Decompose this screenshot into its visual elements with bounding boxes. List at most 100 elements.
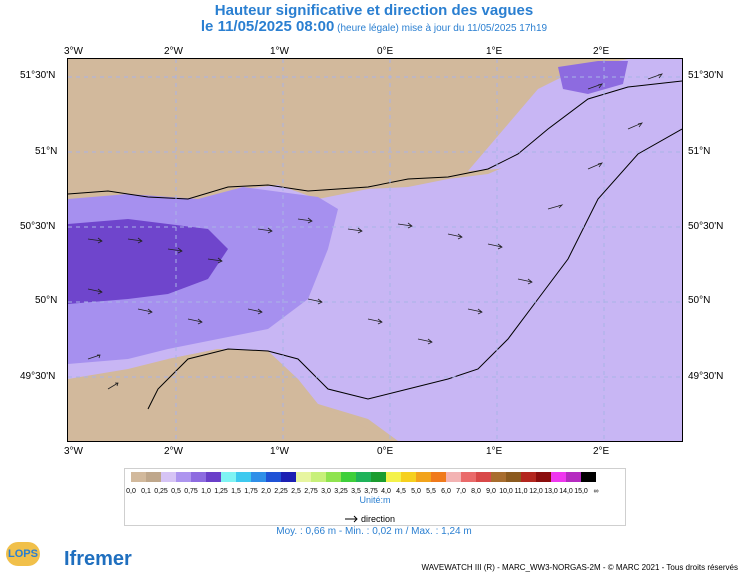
wave-arrow [257, 227, 273, 234]
legend-swatch [266, 472, 281, 482]
legend-direction: direction [361, 514, 395, 524]
legend-tick-label: 6,0 [441, 488, 451, 495]
legend-tick-label: 9,0 [486, 488, 496, 495]
wave-arrow [517, 278, 533, 285]
legend-swatch [191, 472, 206, 482]
legend-tick-label: 1,0 [201, 488, 211, 495]
wave-arrow [467, 308, 483, 315]
wave-arrow [587, 83, 603, 90]
wave-arrow [487, 243, 503, 250]
direction-arrows [87, 73, 663, 390]
legend-swatch [161, 472, 176, 482]
legend-swatch [221, 472, 236, 482]
legend-swatch [236, 472, 251, 482]
sea-area [558, 61, 628, 94]
wave-arrow [247, 308, 263, 315]
top-lon-label: 2°E [593, 46, 610, 57]
legend-tick-label: 4,5 [396, 488, 406, 495]
legend-tick-label: 15,0 [574, 488, 588, 495]
legend-tick-label: 10,0 [499, 488, 513, 495]
map-subtitle: le 11/05/2025 08:00 (heure légale) mise … [0, 18, 748, 35]
wave-arrow [167, 247, 183, 254]
legend-tick-label: ∞ [594, 488, 599, 495]
bottom-lon-label: 2°E [593, 446, 610, 457]
wave-arrow [127, 237, 143, 244]
graticule [68, 59, 682, 441]
bottom-lon-label: 3°W [64, 446, 83, 457]
legend-swatch [146, 472, 161, 482]
legend-swatch [461, 472, 476, 482]
wave-arrow [547, 204, 564, 210]
legend-unit: Unité:m [359, 495, 390, 505]
legend-scale: 0,0 0,1 0,25 0,5 0,75 1,0 1,25 1,5 1,75 2,0 2,25 2,… [126, 472, 599, 524]
legend-swatch [371, 472, 386, 482]
wave-arrow [87, 237, 103, 244]
legend-swatch [296, 472, 311, 482]
top-lon-label: 3°W [64, 46, 83, 57]
legend-swatch [386, 472, 401, 482]
legend-swatch [416, 472, 431, 482]
wave-arrow [587, 162, 603, 170]
legend-tick-label: 0,1 [141, 488, 151, 495]
legend-tick-label: 2,5 [291, 488, 301, 495]
bottom-lon-label: 0°E [377, 446, 394, 457]
legend-swatch [551, 472, 566, 482]
legend-tick-label: 7,0 [456, 488, 466, 495]
bottom-lon-label: 1°W [270, 446, 289, 457]
legend-swatch [326, 472, 341, 482]
coastline [147, 128, 682, 410]
legend-tick-label: 3,25 [334, 488, 348, 495]
sea-area [68, 89, 682, 441]
wave-arrow [297, 217, 313, 224]
right-lat-label: 49°30'N [688, 371, 724, 382]
ifremer-logo: Ifremer [64, 548, 132, 570]
coastline [68, 80, 682, 200]
left-lat-label: 50°N [35, 295, 58, 306]
update-note: (heure légale) mise à jour du 11/05/2025… [334, 23, 548, 34]
bottom-lon-label: 2°W [164, 446, 183, 457]
left-lat-label: 50°30'N [20, 221, 56, 232]
wave-arrow [397, 222, 413, 229]
legend-tick-label: 13,0 [544, 488, 558, 495]
right-lat-label: 51°30'N [688, 70, 724, 81]
legend-tick-label: 2,75 [304, 488, 318, 495]
wave-map[interactable] [67, 58, 683, 442]
legend-swatch [506, 472, 521, 482]
wave-arrow [307, 298, 323, 305]
top-lon-label: 1°E [486, 46, 503, 57]
wave-arrow [87, 288, 103, 295]
legend-swatch [176, 472, 191, 482]
left-lat-label: 51°N [35, 146, 58, 157]
legend-tick-label: 5,5 [426, 488, 436, 495]
legend-tick-label: 1,25 [214, 488, 228, 495]
left-lat-label: 49°30'N [20, 371, 56, 382]
stats-line: Moy. : 0,66 m - Min. : 0,02 m / Max. : 1… [276, 526, 472, 537]
wave-arrow [87, 354, 101, 360]
legend-tick-label: 0,0 [126, 488, 136, 495]
legend-swatch [341, 472, 356, 482]
right-lat-label: 51°N [688, 146, 711, 157]
legend-swatch [251, 472, 266, 482]
wave-arrow [207, 257, 223, 264]
wave-map-canvas [68, 59, 682, 441]
legend-tick-label: 0,5 [171, 488, 181, 495]
legend-swatch [446, 472, 461, 482]
lops-logo: LOPS [6, 542, 40, 566]
top-lon-label: 1°W [270, 46, 289, 57]
legend-tick-label: 2,25 [274, 488, 288, 495]
wave-arrow [107, 382, 119, 390]
legend-swatch [431, 472, 446, 482]
legend-swatch [401, 472, 416, 482]
legend-tick-label: 3,0 [321, 488, 331, 495]
wave-arrow [647, 73, 663, 80]
legend-swatch [281, 472, 296, 482]
legend-swatch [566, 472, 581, 482]
forecast-time: le 11/05/2025 08:00 [200, 18, 335, 35]
left-lat-label: 51°30'N [20, 70, 56, 81]
footer-credit: WAVEWATCH III (R) - MARC_WW3-NORGAS-2M -… [421, 563, 738, 572]
legend-tick-label: 3,5 [351, 488, 361, 495]
legend-swatch [491, 472, 506, 482]
legend-swatch [581, 472, 596, 482]
map-title: Hauteur significative et direction des v… [214, 2, 534, 19]
bottom-lon-label: 1°E [486, 446, 503, 457]
